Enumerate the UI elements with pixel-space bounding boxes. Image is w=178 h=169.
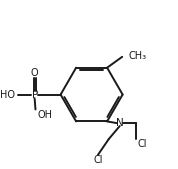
Text: O: O	[31, 68, 38, 78]
Text: N: N	[116, 118, 124, 128]
Text: Cl: Cl	[137, 139, 147, 149]
Text: Cl: Cl	[93, 155, 103, 165]
Text: OH: OH	[37, 110, 52, 120]
Text: HO: HO	[0, 90, 15, 100]
Text: CH₃: CH₃	[128, 51, 146, 61]
Text: P: P	[32, 90, 38, 100]
